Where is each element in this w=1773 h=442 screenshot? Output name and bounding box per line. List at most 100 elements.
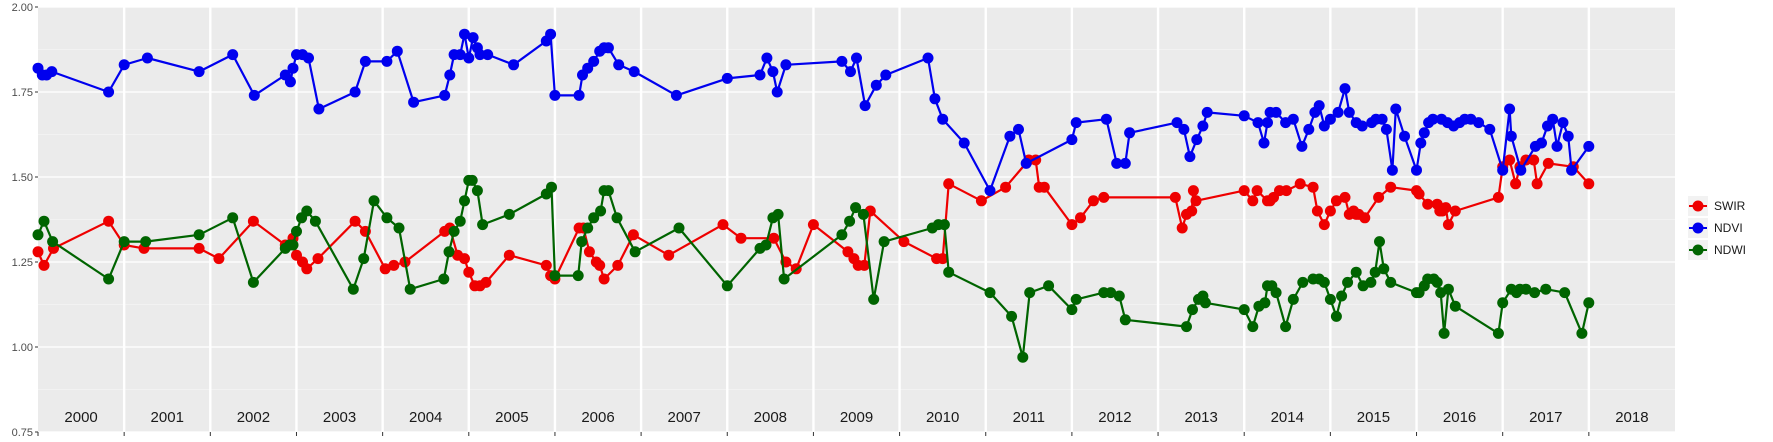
ndvi-point	[851, 52, 862, 64]
axes: 0.75 1.00 1.25 1.50 1.75 2.00 2000 2001 2002 2003…	[12, 2, 1649, 439]
ndwi-point	[943, 266, 955, 278]
swir-point	[480, 276, 492, 288]
ndvi-point	[1201, 106, 1213, 118]
ndvi-point	[467, 32, 479, 44]
ndvi-point	[922, 52, 934, 64]
ndwi-point	[291, 225, 302, 237]
swir-point	[1339, 191, 1351, 203]
ndwi-point	[878, 236, 890, 248]
ndvi-point	[359, 55, 371, 67]
swir-point	[627, 229, 639, 241]
ndvi-point	[193, 66, 205, 78]
ndvi-point	[1497, 164, 1509, 176]
swir-point	[1542, 157, 1554, 169]
ndvi-point	[1252, 117, 1264, 129]
ndvi-point	[573, 89, 585, 101]
legend: SWIR NDVI NDWI	[1688, 196, 1746, 260]
ndwi-point	[1280, 321, 1292, 333]
ndvi-point	[1415, 137, 1427, 149]
ndvi-point	[1020, 157, 1032, 169]
ndwi-point	[1583, 297, 1595, 309]
ndwi-point	[477, 219, 489, 231]
swir-point	[1190, 195, 1202, 207]
ndwi-point	[868, 293, 880, 305]
ndvi-point	[780, 59, 792, 71]
legend-label: NDWI	[1714, 243, 1746, 257]
ndwi-point	[611, 212, 623, 224]
ndvi-point	[1566, 164, 1578, 176]
ndvi-point	[670, 89, 682, 101]
ndvi-point	[1356, 120, 1368, 132]
ndwi-point	[1431, 276, 1443, 288]
ndvi-point	[444, 69, 456, 81]
swir-point	[388, 259, 400, 271]
ndvi-point	[880, 69, 892, 81]
swir-point	[717, 219, 729, 231]
ndvi-point	[463, 52, 475, 64]
ndwi-point	[1497, 297, 1509, 309]
ndwi-point	[1043, 280, 1055, 292]
ndvi-point	[836, 55, 848, 67]
swir-point	[349, 215, 361, 227]
ndwi-point	[1247, 321, 1259, 333]
ndwi-point	[466, 174, 478, 186]
ndvi-point	[1547, 113, 1559, 125]
swir-point	[1492, 191, 1504, 203]
ndvi-point	[1418, 127, 1430, 139]
ndwi-point	[721, 280, 733, 292]
x-tick-label: 2004	[409, 409, 442, 426]
ndwi-point	[1187, 304, 1198, 316]
ndvi-point	[454, 49, 466, 61]
x-tick-label: 2017	[1529, 409, 1562, 426]
ndvi-point	[1258, 137, 1270, 149]
ndwi-point	[1369, 266, 1381, 278]
ndvi-point	[1380, 123, 1392, 135]
ndwi-point	[546, 181, 557, 193]
swir-point	[663, 249, 675, 261]
ndwi-point	[1105, 287, 1117, 299]
swir-point	[1066, 219, 1078, 231]
ndvi-point	[545, 28, 557, 40]
y-tick-label: 0.75	[12, 427, 33, 439]
ndvi-point	[1013, 123, 1024, 135]
ndwi-point	[938, 219, 950, 231]
x-tick-label: 2010	[926, 409, 959, 426]
ndvi-point	[1343, 106, 1355, 118]
ndwi-point	[1017, 351, 1029, 363]
ndvi-point	[1197, 120, 1209, 132]
ndvi-point	[1191, 134, 1203, 146]
ndvi-point	[1004, 130, 1016, 142]
swir-point	[1186, 205, 1198, 217]
ndwi-point	[1066, 304, 1078, 316]
swir-point	[1318, 219, 1330, 231]
ndvi-point	[1557, 117, 1569, 129]
ndvi-point	[845, 66, 856, 78]
ndwi-point	[287, 239, 299, 251]
y-tick-label: 2.00	[12, 2, 33, 14]
ndwi-point	[760, 239, 772, 251]
swir-point	[1176, 222, 1188, 234]
swir-point	[463, 266, 475, 278]
x-tick-label: 2009	[840, 409, 873, 426]
swir-point	[1359, 212, 1371, 224]
swir-point	[1531, 178, 1543, 190]
ndvi-point	[1515, 164, 1527, 176]
ndvi-point	[1238, 110, 1250, 122]
ndvi-point	[1339, 83, 1351, 95]
ndvi-point	[474, 49, 486, 61]
ndwi-point	[1270, 287, 1282, 299]
ndwi-point	[103, 273, 115, 285]
ndwi-point	[459, 195, 470, 207]
ndvi-point	[1411, 164, 1422, 176]
swir-point	[975, 195, 987, 207]
ndwi-point	[454, 215, 466, 227]
x-tick-label: 2000	[64, 409, 97, 426]
ndwi-point	[844, 215, 856, 227]
swir-point	[301, 263, 313, 275]
ndwi-point	[572, 270, 584, 282]
ndvi-point	[1303, 123, 1315, 135]
swir-point	[1330, 195, 1342, 207]
ndvi-point	[1562, 130, 1574, 142]
x-tick-label: 2005	[495, 409, 528, 426]
ndwi-point	[140, 236, 152, 248]
